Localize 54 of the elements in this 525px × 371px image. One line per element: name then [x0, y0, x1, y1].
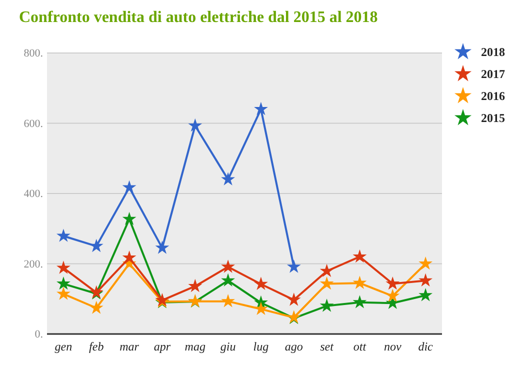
point: [56, 286, 70, 300]
point: [386, 276, 400, 290]
x-tick-label: ago: [284, 340, 303, 354]
legend-label: 2015: [481, 111, 505, 125]
point: [89, 300, 104, 314]
x-tick-label: mag: [184, 340, 206, 354]
x-tick-label: set: [320, 340, 334, 354]
point: [418, 273, 432, 287]
point: [56, 276, 70, 290]
legend-label: 2016: [481, 89, 505, 103]
point: [320, 276, 334, 290]
point: [352, 276, 367, 289]
point: [352, 295, 367, 308]
x-tick-label: nov: [384, 340, 402, 354]
point: [56, 260, 70, 274]
legend-label: 2018: [481, 45, 505, 59]
point: [56, 228, 70, 242]
y-tick-label: 0.: [34, 328, 44, 341]
point: [221, 260, 235, 273]
x-tick-label: giu: [220, 340, 236, 354]
x-tick-label: dic: [418, 340, 434, 354]
point: [122, 180, 136, 194]
point: [155, 240, 170, 254]
y-tick-label: 200.: [24, 258, 44, 270]
point: [286, 260, 301, 273]
y-tick-label: 600.: [24, 118, 44, 130]
point: [254, 276, 268, 290]
y-tick-label: 400.: [24, 188, 44, 200]
x-tick-label: apr: [154, 340, 171, 354]
point: [122, 250, 136, 264]
legend-label: 2017: [481, 67, 505, 81]
y-tick-label: 800.: [24, 48, 44, 60]
point: [418, 288, 432, 302]
point: [254, 102, 268, 116]
point: [188, 118, 202, 132]
point: [286, 292, 301, 306]
point: [352, 249, 367, 263]
point: [418, 256, 432, 270]
point: [221, 273, 235, 287]
point: [320, 264, 334, 278]
x-tick-label: mar: [120, 340, 140, 354]
x-tick-label: gen: [54, 340, 72, 354]
point: [221, 172, 235, 186]
point: [254, 302, 268, 315]
point: [320, 298, 334, 312]
point: [221, 294, 235, 308]
x-tick-label: ott: [353, 340, 367, 354]
x-tick-label: lug: [253, 340, 269, 354]
point: [122, 212, 136, 226]
point: [188, 278, 202, 292]
x-tick-label: feb: [89, 340, 104, 354]
point: [386, 288, 400, 302]
chart-title: Confronto vendita di auto elettriche dal 2015 al 2018: [19, 9, 378, 26]
point: [89, 238, 104, 252]
